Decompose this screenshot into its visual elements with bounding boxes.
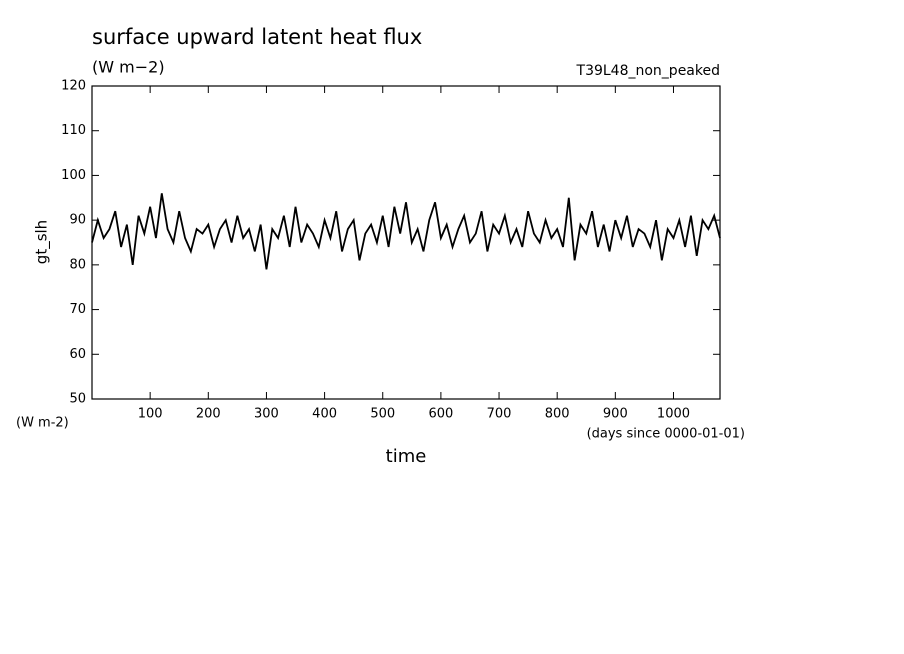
x-tick-label: 600 [428,407,453,422]
y-units-label: (W m-2) [16,416,69,431]
y-tick-label: 90 [69,213,86,228]
x-tick-label: 200 [196,407,221,422]
y-tick-label: 50 [69,392,86,407]
chart-title: surface upward latent heat flux [92,25,422,49]
x-tick-label: 400 [312,407,337,422]
y-axis-label: gt_slh [33,220,52,264]
data-line [91,193,721,270]
y-tick-label: 70 [69,302,86,317]
y-tick-label: 80 [69,257,86,272]
x-tick-label: 300 [254,407,279,422]
x-tick-label: 500 [370,407,395,422]
y-tick-label: 60 [69,347,86,362]
x-tick-label: 800 [545,407,570,422]
x-axis-label: time [386,446,427,467]
y-tick-label: 120 [61,79,86,94]
x-tick-label: 900 [603,407,628,422]
x-tick-label: 1000 [657,407,690,422]
x-units-label: (days since 0000-01-01) [587,427,745,442]
x-tick-label: 100 [138,407,163,422]
x-tick-label: 700 [487,407,512,422]
run-name: T39L48_non_peaked [576,63,720,79]
y-tick-label: 100 [61,168,86,183]
y-tick-label: 110 [61,123,86,138]
units-label: (W m−2) [92,58,165,77]
